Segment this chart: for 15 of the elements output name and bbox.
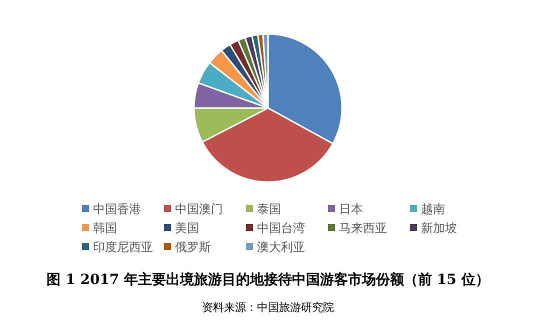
- legend-label: 中国台湾: [257, 221, 305, 236]
- legend-label: 印度尼西亚: [93, 240, 153, 254]
- legend-label: 美国: [175, 221, 199, 236]
- text: 图 1 2017 年主要出境旅游目的地接待中国游客市场份额（前 15 位）: [46, 271, 490, 288]
- legend-label: 韩国: [93, 221, 117, 236]
- legend-label: 泰国: [257, 202, 281, 216]
- legend-label: 越南: [421, 202, 445, 216]
- legend-label: 澳大利亚: [257, 240, 305, 254]
- legend-label: 马来西亚: [339, 221, 387, 236]
- legend-label: 俄罗斯: [175, 240, 211, 254]
- legend-label: 中国香港: [93, 202, 141, 216]
- legend-label: 中国澳门: [175, 202, 223, 216]
- legend-label: 新加坡: [421, 221, 457, 236]
- text: 资料来源：中国旅游研究院: [202, 301, 334, 314]
- legend-label: 日本: [339, 202, 363, 216]
